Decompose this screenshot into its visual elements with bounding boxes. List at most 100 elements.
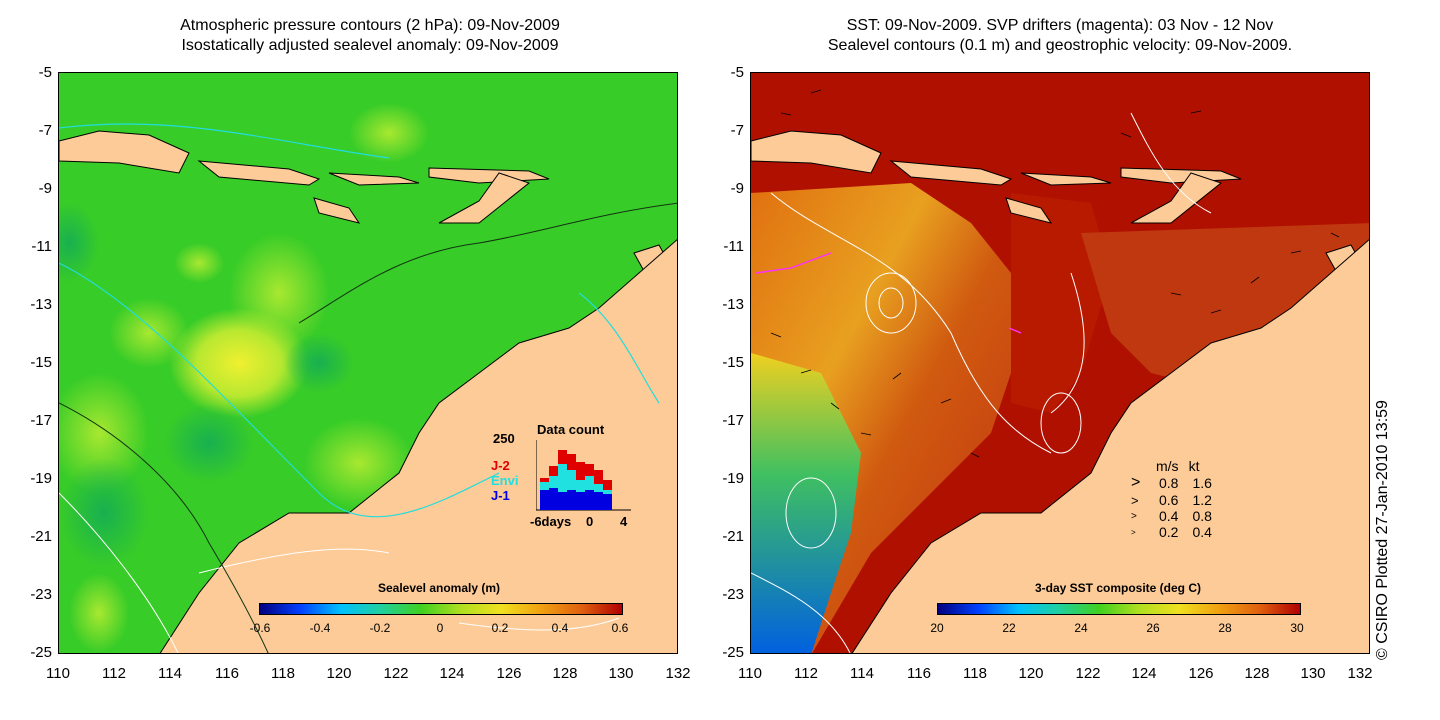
left-x-tick: 118 xyxy=(271,665,295,682)
velocity-arrow-icon: > xyxy=(1131,527,1136,537)
inset-x-label-start: -6days xyxy=(530,514,572,529)
right-y-tick: -11 xyxy=(723,238,744,255)
left-cbar-tick-4: 0 xyxy=(436,621,444,635)
left-y-tick: -9 xyxy=(38,180,52,197)
left-y-tick: -21 xyxy=(30,528,52,545)
inset-ymax: 250 xyxy=(493,431,515,446)
right-x-tick: 128 xyxy=(1244,665,1270,682)
left-x-tick: 124 xyxy=(439,665,465,682)
left-title: Atmospheric pressure contours (2 hPa): 0… xyxy=(60,16,680,56)
right-y-tick: -23 xyxy=(722,586,744,603)
velocity-legend-kt: 0.8 xyxy=(1192,508,1212,524)
velocity-legend: m/s kt >0.8 1.6 >0.6 1.2 >0.4 0.8 >0.2 0.4 xyxy=(1131,458,1241,540)
histogram-bars xyxy=(540,450,612,510)
left-x-tick: 128 xyxy=(552,665,578,682)
left-x-tick: 126 xyxy=(496,665,522,682)
left-x-tick: 114 xyxy=(158,665,182,682)
left-y-tick: -7 xyxy=(38,122,52,139)
right-x-tick: 110 xyxy=(738,665,762,682)
left-colorbar-title: Sealevel anomaly (m) xyxy=(377,581,501,595)
right-x-tick: 126 xyxy=(1188,665,1214,682)
velocity-legend-kt: 1.6 xyxy=(1192,475,1212,491)
right-y-tick: -15 xyxy=(722,354,744,371)
right-x-tick: 120 xyxy=(1018,665,1044,682)
velocity-legend-ms: 0.4 xyxy=(1159,508,1179,524)
left-cbar-tick-7: 0.6 xyxy=(611,621,629,635)
right-title: SST: 09-Nov-2009. SVP drifters (magenta)… xyxy=(740,16,1380,56)
right-x-tick: 130 xyxy=(1300,665,1326,682)
inset-legend-j2: J-2 xyxy=(491,458,510,473)
left-title-line1: Atmospheric pressure contours (2 hPa): 0… xyxy=(180,17,560,34)
data-count-inset: Data count 250 J-2 Envi J-1 -6days 0 4 xyxy=(484,418,644,529)
right-colorbar xyxy=(937,603,1301,615)
inset-legend-j1: J-1 xyxy=(491,488,510,503)
right-cbar-tick-6: 30 xyxy=(1290,621,1304,635)
velocity-legend-ms: 0.8 xyxy=(1159,475,1179,491)
velocity-legend-ms: 0.2 xyxy=(1159,524,1179,540)
right-cbar-tick-3: 24 xyxy=(1074,621,1088,635)
velocity-arrow-icon: > xyxy=(1131,474,1141,491)
right-colorbar-title: 3-day SST composite (deg C) xyxy=(1034,581,1202,595)
sst-field xyxy=(751,73,1369,653)
left-y-tick: -17 xyxy=(30,412,52,429)
left-x-tick: 132 xyxy=(665,665,691,682)
credit-label: © CSIRO Plotted 27-Jan-2010 13:59 xyxy=(1374,400,1391,660)
velocity-arrow-icon: > xyxy=(1131,510,1137,522)
left-y-tick: -15 xyxy=(30,354,52,371)
left-cbar-tick-1: -0.6 xyxy=(249,621,271,635)
left-cbar-tick-6: 0.4 xyxy=(551,621,569,635)
left-cbar-tick-5: 0.2 xyxy=(491,621,509,635)
left-y-tick: -5 xyxy=(38,64,52,81)
right-x-tick: 112 xyxy=(794,665,818,682)
left-map[interactable]: Data count 250 J-2 Envi J-1 -6days 0 4 S… xyxy=(58,72,678,654)
inset-x-label-zero: 0 xyxy=(586,514,594,529)
right-title-line1: SST: 09-Nov-2009. SVP drifters (magenta)… xyxy=(846,17,1274,34)
right-y-tick: -7 xyxy=(730,122,744,139)
left-y-tick: -25 xyxy=(30,644,52,661)
velocity-legend-unit-ms: m/s xyxy=(1156,458,1179,474)
inset-title: Data count xyxy=(537,422,605,437)
sealevel-anomaly-field xyxy=(59,73,677,653)
left-x-tick: 110 xyxy=(46,665,70,682)
right-x-tick: 122 xyxy=(1075,665,1101,682)
data-count-histogram xyxy=(536,440,631,511)
right-y-tick: -21 xyxy=(722,528,744,545)
right-x-tick: 132 xyxy=(1347,665,1373,682)
left-colorbar xyxy=(259,603,623,615)
left-y-tick: -19 xyxy=(30,470,52,487)
left-x-tick: 112 xyxy=(102,665,126,682)
right-y-tick: -13 xyxy=(722,296,744,313)
right-cbar-tick-2: 22 xyxy=(1002,621,1016,635)
right-y-tick: -9 xyxy=(730,180,744,197)
left-title-line2: Isostatically adjusted sealevel anomaly:… xyxy=(181,37,559,54)
left-x-tick: 116 xyxy=(215,665,239,682)
right-cbar-tick-4: 26 xyxy=(1146,621,1160,635)
right-y-tick: -17 xyxy=(722,412,744,429)
velocity-legend-kt: 0.4 xyxy=(1192,524,1212,540)
right-x-tick: 114 xyxy=(850,665,874,682)
right-x-tick: 118 xyxy=(963,665,987,682)
left-y-tick: -13 xyxy=(30,296,52,313)
inset-legend-envi: Envi xyxy=(491,473,519,488)
left-y-tick: -23 xyxy=(30,586,52,603)
left-x-tick: 120 xyxy=(326,665,352,682)
left-x-tick: 130 xyxy=(608,665,634,682)
velocity-legend-unit-kt: kt xyxy=(1188,458,1200,474)
right-y-tick: -5 xyxy=(730,64,744,81)
velocity-legend-kt: 1.2 xyxy=(1192,492,1212,508)
velocity-arrow-icon: > xyxy=(1131,492,1139,508)
left-y-tick: -11 xyxy=(31,238,52,255)
right-cbar-tick-5: 28 xyxy=(1218,621,1232,635)
right-title-line2: Sealevel contours (0.1 m) and geostrophi… xyxy=(827,37,1293,54)
right-map[interactable]: m/s kt >0.8 1.6 >0.6 1.2 >0.4 0.8 >0.2 0.4 3… xyxy=(750,72,1370,654)
velocity-legend-ms: 0.6 xyxy=(1159,492,1179,508)
right-y-tick: -25 xyxy=(722,644,744,661)
left-x-tick: 122 xyxy=(383,665,409,682)
right-x-tick: 116 xyxy=(907,665,931,682)
right-y-tick: -19 xyxy=(722,470,744,487)
right-cbar-tick-1: 20 xyxy=(930,621,944,635)
left-cbar-tick-3: -0.2 xyxy=(369,621,391,635)
inset-x-label-end: 4 xyxy=(620,514,628,529)
left-cbar-tick-2: -0.4 xyxy=(309,621,331,635)
right-x-tick: 124 xyxy=(1131,665,1157,682)
